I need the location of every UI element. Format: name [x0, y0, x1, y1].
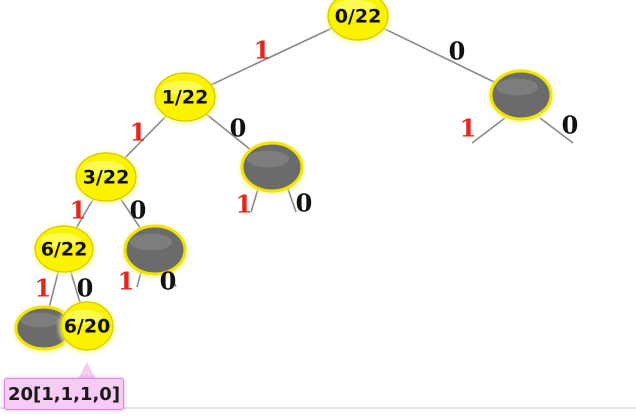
node-label-n2: 3/22	[83, 167, 130, 189]
edge-label-n2-n3: 1	[70, 196, 87, 225]
tree-node-n2: 3/22	[74, 152, 138, 204]
tree-edge-labels: 1 01 01 01 01 01 01 0	[35, 36, 579, 303]
callout-pointer	[78, 362, 96, 379]
tree-edge-p_mid-stub-right	[287, 188, 297, 213]
edge-label-n2-p_low: 0	[130, 196, 147, 225]
node-label-root: 0/22	[335, 6, 382, 28]
tree-node-leaf: 6/20	[59, 301, 115, 353]
pruned-node-p_leaf	[14, 305, 74, 352]
tree-edge-p_right-stub-right	[539, 117, 574, 144]
edge-label-p_low-stub-right: 0	[160, 267, 177, 296]
tree-edge-p_mid-stub-left	[250, 188, 259, 213]
edge-label-n3-p_leaf: 1	[35, 274, 52, 303]
pruned-node-p_low	[123, 224, 187, 277]
pruned-node-p_mid	[240, 141, 304, 194]
tree-edge-p_low-stub-right	[169, 271, 177, 288]
tree-nodes: 0/22 1/22 3/22 6/22 6/20	[14, 0, 553, 353]
edge-label-p_right-stub-left: 1	[460, 114, 477, 143]
tree-node-n1: 1/22	[153, 72, 217, 124]
edge-label-n1-n2: 1	[130, 118, 147, 147]
tree-edge-p_low-stub-left	[136, 271, 142, 288]
edge-label-n3-leaf: 0	[77, 274, 94, 303]
node-label-n1: 1/22	[162, 87, 209, 109]
tree-edge-root-n1	[184, 15, 359, 98]
tree-edge-p_right-stub-left	[471, 117, 506, 144]
tree-stub-edges	[136, 117, 574, 288]
tree-node-root: 0/22	[326, 0, 390, 43]
node-label-leaf: 6/20	[64, 316, 111, 338]
pruned-node-p_right	[489, 69, 553, 122]
edge-label-p_mid-stub-left: 1	[236, 190, 253, 219]
node-label-n3: 6/22	[41, 239, 88, 261]
edge-label-p_mid-stub-right: 0	[296, 189, 313, 218]
solution-callout: 20[1,1,1,0]	[4, 378, 124, 410]
tree-node-n3: 6/22	[33, 225, 95, 275]
bottom-rule	[0, 407, 636, 409]
edge-label-root-n1: 1	[254, 36, 271, 65]
edge-label-p_low-stub-left: 1	[118, 267, 135, 296]
edge-label-n1-p_mid: 0	[230, 114, 247, 143]
edge-label-p_right-stub-right: 0	[562, 111, 579, 140]
edge-label-root-p_right: 0	[449, 37, 466, 66]
